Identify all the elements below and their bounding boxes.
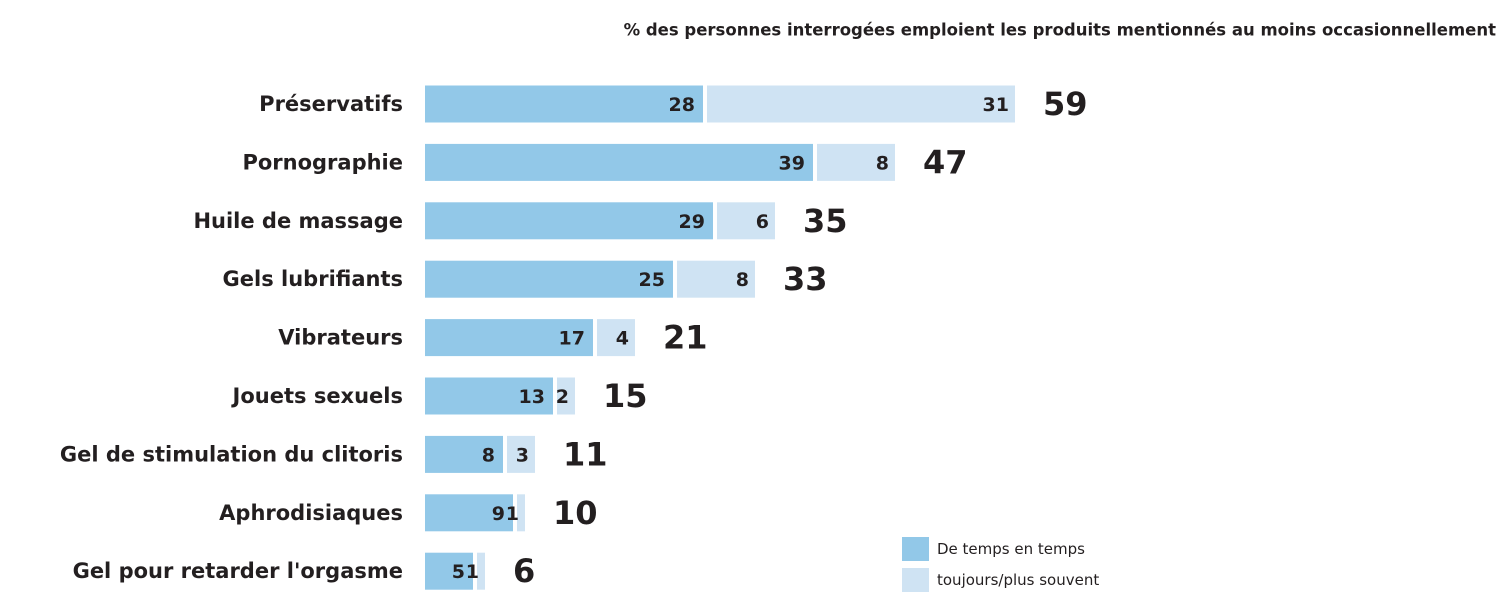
segment-label: 29 <box>679 211 705 233</box>
segment-label: 28 <box>669 94 695 116</box>
bar-segment <box>425 552 473 590</box>
total-label: 35 <box>803 202 848 240</box>
bar-segment <box>425 143 813 181</box>
category-label: Préservatifs <box>259 92 403 116</box>
bar-segment <box>425 319 593 357</box>
bar-segment <box>517 494 525 532</box>
total-label: 47 <box>923 143 968 181</box>
segment-label: 9 <box>492 503 505 525</box>
bar-segment <box>597 319 635 357</box>
total-label: 33 <box>783 260 828 298</box>
segment-label: 25 <box>639 269 665 291</box>
bar-segment <box>707 85 1015 123</box>
legend-label: De temps en temps <box>937 540 1085 558</box>
bar-segment <box>425 260 673 298</box>
bar-segment <box>557 377 575 415</box>
bar-segment <box>425 494 513 532</box>
total-label: 59 <box>1043 85 1088 123</box>
bar-segment <box>507 435 535 473</box>
segment-label: 8 <box>482 444 495 466</box>
category-label: Gel pour retarder l'orgasme <box>73 559 403 583</box>
bar-segment <box>425 85 703 123</box>
segment-label: 1 <box>466 561 479 583</box>
legend-swatch <box>902 568 929 592</box>
bar-segment <box>425 202 713 240</box>
total-label: 11 <box>563 435 608 473</box>
category-label: Huile de massage <box>193 209 403 233</box>
bar-segment <box>425 435 503 473</box>
bar-segment <box>425 377 553 415</box>
total-label: 21 <box>663 319 708 357</box>
segment-label: 17 <box>559 328 585 350</box>
bar-segment <box>477 552 485 590</box>
bar-segment <box>717 202 775 240</box>
segment-label: 13 <box>519 386 545 408</box>
total-label: 6 <box>513 552 535 590</box>
segment-label: 2 <box>556 386 569 408</box>
category-label: Gel de stimulation du clitoris <box>60 442 403 466</box>
total-label: 15 <box>603 377 648 415</box>
category-label: Vibrateurs <box>278 326 403 350</box>
segment-label: 1 <box>506 503 519 525</box>
segment-label: 39 <box>779 152 805 174</box>
segment-label: 5 <box>452 561 465 583</box>
category-label: Gels lubrifiants <box>223 267 403 291</box>
segment-label: 8 <box>736 269 749 291</box>
legend-swatch <box>902 537 929 561</box>
category-label: Aphrodisiaques <box>219 501 403 525</box>
segment-label: 6 <box>756 211 769 233</box>
category-label: Pornographie <box>242 150 403 174</box>
segment-label: 31 <box>983 94 1009 116</box>
segment-label: 3 <box>516 444 529 466</box>
bar-segment <box>677 260 755 298</box>
bar-segment <box>817 143 895 181</box>
chart-title: % des personnes interrogées emploient le… <box>624 21 1497 40</box>
segment-label: 4 <box>616 328 629 350</box>
segment-label: 8 <box>876 152 889 174</box>
legend-label: toujours/plus souvent <box>937 571 1099 589</box>
total-label: 10 <box>553 494 598 532</box>
category-label: Jouets sexuels <box>231 384 403 408</box>
